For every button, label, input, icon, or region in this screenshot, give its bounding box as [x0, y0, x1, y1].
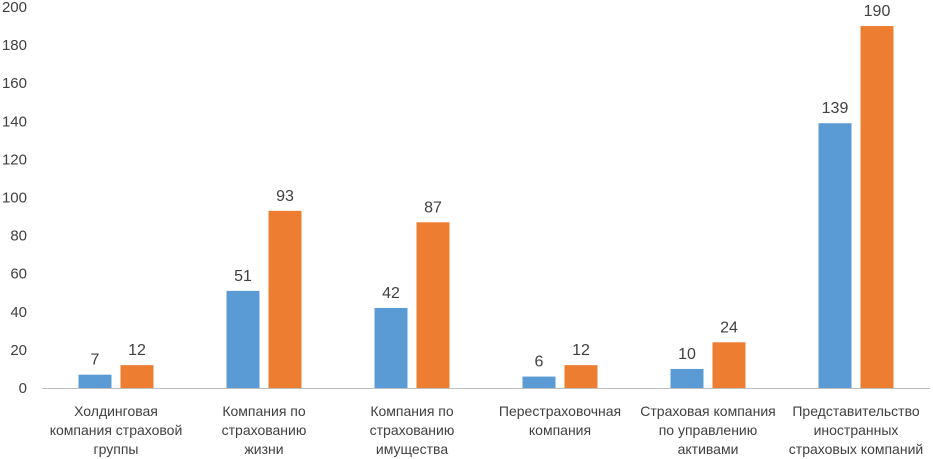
- y-tick-label: 160: [2, 75, 27, 92]
- bar: [860, 26, 894, 389]
- category-label: Перестраховочная компания: [499, 403, 621, 438]
- category-labels: Холдинговая компания страховой группы Компа…: [50, 403, 924, 457]
- bar: [564, 365, 598, 388]
- data-label: 87: [424, 199, 442, 216]
- y-axis-ticks: 0 20 40 60 80 100 120 140 160 180 200: [2, 0, 27, 397]
- bar: [712, 342, 746, 388]
- bar: [522, 376, 556, 388]
- bar: [374, 307, 408, 388]
- data-label: 6: [535, 354, 544, 371]
- bars: [78, 26, 894, 389]
- y-tick-label: 140: [2, 113, 27, 130]
- category-label: Страховая компания по управлению активами: [640, 403, 775, 457]
- y-tick-label: 80: [10, 228, 27, 245]
- bar: [818, 123, 852, 388]
- y-tick-label: 40: [10, 304, 27, 321]
- bar: [226, 290, 260, 388]
- y-tick-label: 120: [2, 151, 27, 168]
- bar: [268, 210, 302, 388]
- data-label: 12: [572, 342, 590, 359]
- data-label: 42: [382, 285, 400, 302]
- bar: [416, 222, 450, 388]
- bar: [78, 374, 112, 388]
- category-label: Компания по страхованию жизни: [222, 403, 307, 457]
- category-label: Компания по страхованию имущества: [370, 403, 455, 457]
- y-tick-label: 0: [19, 380, 27, 397]
- data-label: 10: [678, 346, 696, 363]
- data-labels: 7 12 51 93 42 87 6 12 10 24 139 190: [91, 3, 891, 371]
- bar: [670, 368, 704, 388]
- bar: [120, 365, 154, 388]
- y-tick-label: 200: [2, 0, 27, 16]
- data-label: 12: [128, 342, 146, 359]
- category-label: Холдинговая компания страховой группы: [50, 403, 183, 457]
- data-label: 7: [91, 352, 100, 369]
- data-label: 51: [234, 268, 252, 285]
- y-tick-label: 20: [10, 342, 27, 359]
- y-tick-label: 100: [2, 190, 27, 207]
- data-label: 24: [720, 319, 738, 336]
- data-label: 190: [864, 3, 891, 20]
- y-tick-label: 180: [2, 37, 27, 54]
- y-tick-label: 60: [10, 266, 27, 283]
- category-label: Представительство иностранных страховых ко…: [789, 403, 923, 457]
- data-label: 93: [276, 188, 294, 205]
- data-label: 139: [822, 100, 849, 117]
